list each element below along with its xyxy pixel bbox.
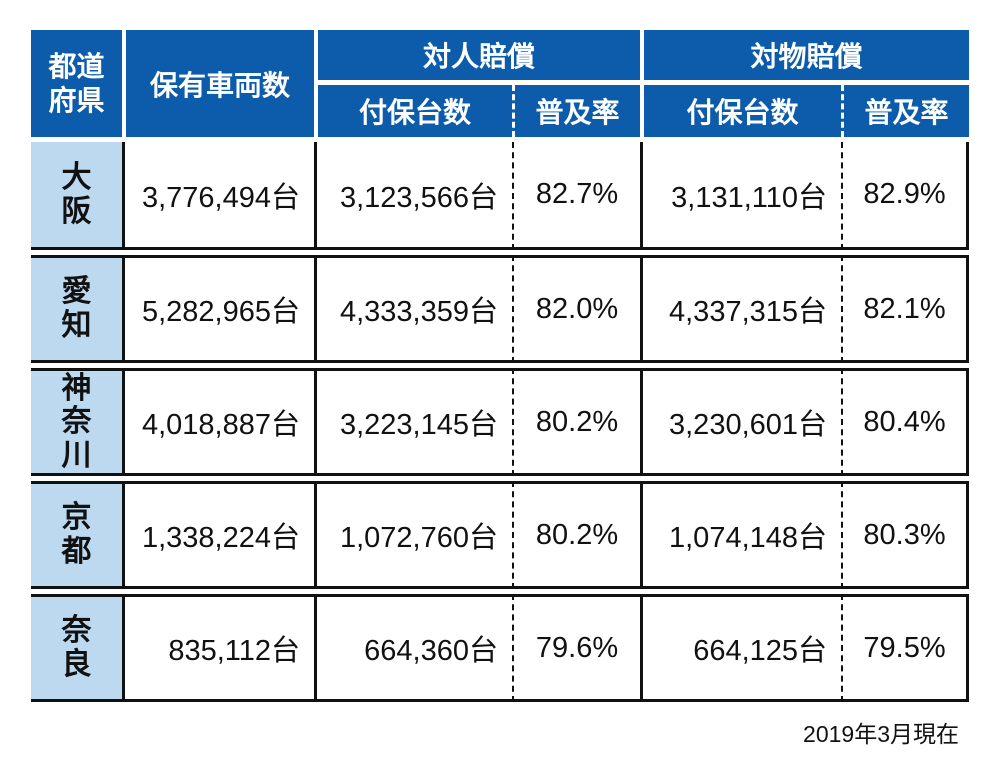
header-prefecture: 都道 府県 [31, 30, 122, 137]
property-insured-cell: 664,125台 [640, 594, 842, 702]
property-rate-cell: 80.4% [841, 368, 970, 476]
prefecture-cell: 京 都 [31, 481, 122, 589]
bodily-rate-cell: 79.6% [512, 594, 641, 702]
property-insured-cell: 3,131,110台 [640, 142, 842, 250]
prefecture-cell: 神 奈 川 [31, 368, 122, 476]
property-insured-cell: 1,074,148台 [640, 481, 842, 589]
table-row-kanagawa: 神 奈 川 4,018,887台 3,223,145台 80.2% 3,230,… [31, 368, 970, 476]
header-property-damage-group: 対物賠償 [640, 30, 970, 80]
property-rate-cell: 82.1% [841, 255, 970, 363]
bodily-insured-cell: 3,223,145台 [314, 368, 512, 476]
property-rate-cell: 79.5% [841, 594, 970, 702]
header-owned-vehicles: 保有車両数 [122, 30, 314, 137]
header-property-coverage-rate: 普及率 [841, 85, 970, 137]
header-row-sub: 付保台数 普及率 付保台数 普及率 [31, 85, 970, 137]
property-insured-cell: 4,337,315台 [640, 255, 842, 363]
insurance-coverage-table: 都道 府県 保有車両数 対人賠償 対物賠償 付保台数 普及率 付保台数 普及率 … [31, 25, 970, 707]
bodily-rate-cell: 82.7% [512, 142, 641, 250]
table-row-osaka: 大 阪 3,776,494台 3,123,566台 82.7% 3,131,11… [31, 142, 970, 250]
bodily-rate-cell: 80.2% [512, 481, 641, 589]
owned-count-cell: 1,338,224台 [122, 481, 314, 589]
header-row-groups: 都道 府県 保有車両数 対人賠償 対物賠償 [31, 30, 970, 137]
prefecture-cell: 愛 知 [31, 255, 122, 363]
header-bodily-injury-group: 対人賠償 [314, 30, 641, 80]
bodily-rate-cell: 82.0% [512, 255, 641, 363]
bodily-rate-cell: 80.2% [512, 368, 641, 476]
bodily-insured-cell: 1,072,760台 [314, 481, 512, 589]
property-rate-cell: 80.3% [841, 481, 970, 589]
bodily-insured-cell: 3,123,566台 [314, 142, 512, 250]
bodily-insured-cell: 664,360台 [314, 594, 512, 702]
table-row-kyoto: 京 都 1,338,224台 1,072,760台 80.2% 1,074,14… [31, 481, 970, 589]
property-insured-cell: 3,230,601台 [640, 368, 842, 476]
header-bodily-coverage-rate: 普及率 [512, 85, 641, 137]
owned-count-cell: 835,112台 [122, 594, 314, 702]
header-property-insured-count: 付保台数 [640, 85, 842, 137]
prefecture-cell: 奈 良 [31, 594, 122, 702]
owned-count-cell: 5,282,965台 [122, 255, 314, 363]
bodily-insured-cell: 4,333,359台 [314, 255, 512, 363]
header-bodily-insured-count: 付保台数 [314, 85, 512, 137]
owned-count-cell: 4,018,887台 [122, 368, 314, 476]
table-row-aichi: 愛 知 5,282,965台 4,333,359台 82.0% 4,337,31… [31, 255, 970, 363]
owned-count-cell: 3,776,494台 [122, 142, 314, 250]
prefecture-cell: 大 阪 [31, 142, 122, 250]
table-row-nara: 奈 良 835,112台 664,360台 79.6% 664,125台 79.… [31, 594, 970, 702]
property-rate-cell: 82.9% [841, 142, 970, 250]
as-of-date: 2019年3月現在 [803, 721, 959, 747]
